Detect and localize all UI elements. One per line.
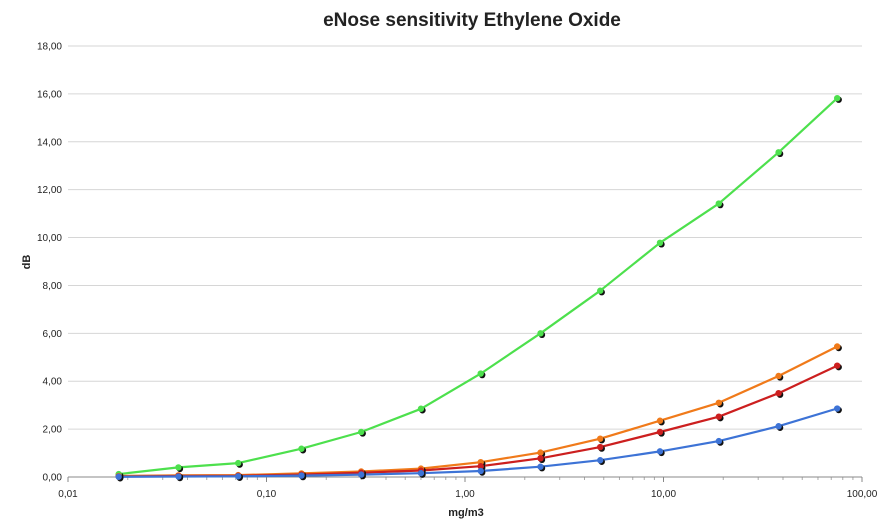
data-point [298, 445, 305, 452]
y-tick-label: 14,00 [37, 137, 62, 148]
data-point [234, 459, 242, 467]
data-point [597, 435, 604, 442]
data-point [715, 399, 723, 406]
y-tick-label: 8,00 [43, 281, 63, 292]
data-point [537, 449, 544, 456]
y-tick-label: 2,00 [43, 425, 63, 436]
y-tick-label: 12,00 [37, 185, 62, 196]
data-point [417, 405, 425, 412]
x-tick-label: 0,01 [58, 489, 78, 500]
data-point [234, 473, 242, 480]
data-point [715, 413, 723, 420]
data-point [358, 471, 365, 478]
series-line [118, 97, 838, 476]
data-point [656, 239, 664, 247]
data-point [175, 464, 182, 471]
y-tick-label: 6,00 [43, 329, 63, 340]
data-point [597, 443, 604, 451]
data-point [656, 417, 664, 424]
data-point [417, 469, 425, 477]
data-point [537, 330, 544, 337]
data-point [175, 473, 182, 480]
series-line [118, 345, 838, 478]
chart-title: eNose sensitivity Ethylene Oxide [323, 10, 621, 31]
series-group [115, 94, 842, 482]
data-point [833, 405, 841, 412]
data-point [715, 200, 723, 207]
data-point [298, 472, 305, 479]
x-tick-label: 10,00 [651, 489, 676, 500]
data-point [597, 287, 604, 294]
y-tick-labels: 0,00 2,00 4,00 6,00 8,00 10,00 12,00 14,00 16,00… [37, 42, 62, 484]
minor-ticks [67, 477, 863, 482]
data-point [656, 428, 664, 436]
data-point [597, 457, 604, 464]
data-point [537, 455, 544, 462]
data-point [833, 94, 841, 102]
y-tick-label: 16,00 [37, 89, 62, 100]
x-tick-label: 0,10 [257, 489, 277, 500]
y-tick-label: 0,00 [43, 473, 63, 484]
data-point [477, 463, 484, 470]
series-line [118, 364, 838, 478]
data-point [115, 473, 122, 480]
x-tick-label: 1,00 [455, 489, 475, 500]
data-point [775, 389, 782, 397]
data-point [833, 362, 841, 369]
y-tick-label: 18,00 [37, 42, 62, 53]
data-point [775, 149, 782, 156]
y-tick-label: 4,00 [43, 377, 63, 388]
x-tick-labels: 0,01 0,10 1,00 10,00 100,00 [58, 489, 877, 500]
data-point [477, 467, 484, 475]
gridlines [68, 45, 862, 430]
data-point [775, 372, 782, 380]
data-point [358, 428, 365, 436]
y-tick-label: 10,00 [37, 233, 62, 244]
y-axis-label: dB [21, 255, 33, 270]
data-point [715, 437, 723, 445]
data-point [537, 463, 544, 470]
x-axis-label: mg/m3 [448, 507, 483, 519]
data-point [477, 370, 484, 377]
x-tick-label: 100,00 [847, 489, 878, 500]
data-point [656, 448, 664, 455]
data-point [775, 423, 782, 430]
data-point [833, 343, 841, 350]
